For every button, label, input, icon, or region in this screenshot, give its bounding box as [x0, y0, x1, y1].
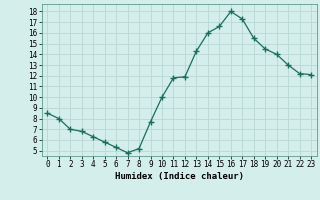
X-axis label: Humidex (Indice chaleur): Humidex (Indice chaleur) — [115, 172, 244, 181]
